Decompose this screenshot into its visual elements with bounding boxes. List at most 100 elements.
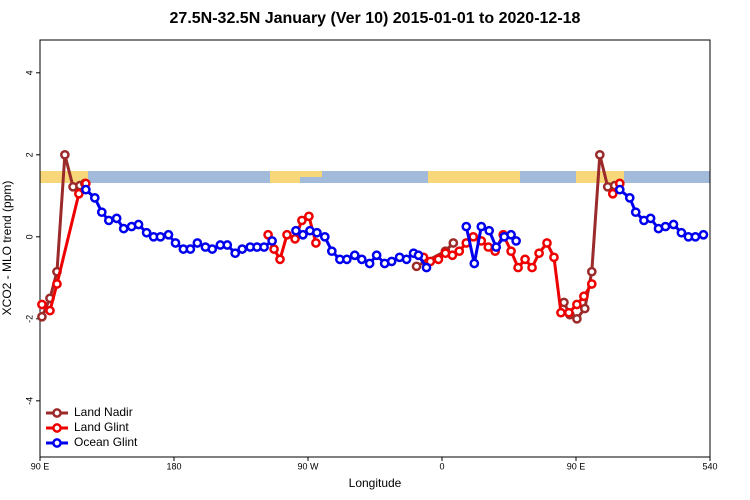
point xyxy=(513,262,523,273)
plot-frame xyxy=(39,39,711,458)
land-strip xyxy=(428,171,520,183)
point xyxy=(401,254,412,265)
point xyxy=(607,188,618,199)
point xyxy=(312,227,322,238)
point xyxy=(141,227,152,238)
point xyxy=(259,242,269,252)
point xyxy=(356,254,367,265)
point xyxy=(448,238,459,248)
legend-label: Land Nadir xyxy=(74,405,133,419)
y-tick-label: 4 xyxy=(24,70,34,75)
point xyxy=(624,193,635,203)
point xyxy=(645,213,656,224)
point xyxy=(690,231,701,242)
point xyxy=(237,244,248,254)
y-tick-label: 2 xyxy=(24,152,34,157)
point xyxy=(386,256,397,267)
point xyxy=(155,231,166,242)
x-tick-label: 90 E xyxy=(567,461,586,471)
point xyxy=(469,258,480,269)
point xyxy=(454,246,465,257)
point xyxy=(45,305,55,316)
point xyxy=(421,262,432,273)
point xyxy=(556,307,566,318)
legend-marker xyxy=(52,408,62,418)
y-tick-label: -4 xyxy=(24,397,34,405)
x-axis-title: Longitude xyxy=(349,476,402,490)
point xyxy=(534,248,544,259)
point xyxy=(461,221,472,232)
point xyxy=(291,225,301,236)
y-tick-label: -2 xyxy=(24,315,34,323)
y-tick-label: 0 xyxy=(24,234,34,239)
point xyxy=(81,184,91,195)
point xyxy=(491,242,502,252)
point xyxy=(572,313,582,324)
point xyxy=(506,246,516,257)
legend-marker xyxy=(52,438,62,448)
land-strip xyxy=(576,171,624,183)
point xyxy=(349,250,360,261)
point xyxy=(96,207,107,218)
point xyxy=(192,238,203,248)
x-tick-label: 540 xyxy=(702,461,717,471)
x-tick-label: 90 W xyxy=(297,461,319,471)
point xyxy=(371,250,382,261)
point xyxy=(698,229,709,240)
point xyxy=(579,291,589,302)
point xyxy=(586,279,597,289)
point xyxy=(304,211,314,222)
point xyxy=(103,215,114,226)
point xyxy=(364,258,375,269)
point xyxy=(447,250,458,261)
legend-label: Land Glint xyxy=(74,420,129,434)
point xyxy=(579,303,590,314)
point xyxy=(298,229,308,240)
ocean-strip xyxy=(40,171,710,183)
point xyxy=(133,219,144,230)
x-tick-label: 90 E xyxy=(31,461,50,471)
point xyxy=(342,254,352,265)
point xyxy=(37,311,47,322)
legend-label: Ocean Glint xyxy=(74,435,138,449)
point xyxy=(549,252,559,263)
point xyxy=(433,254,444,265)
land-strip xyxy=(300,171,322,177)
point xyxy=(111,213,122,224)
point xyxy=(297,215,307,226)
legend-marker xyxy=(52,423,62,433)
point xyxy=(326,246,337,257)
point xyxy=(660,221,671,232)
point xyxy=(468,231,479,242)
point xyxy=(527,262,537,273)
point xyxy=(511,236,521,246)
chart-title: 27.5N-32.5N January (Ver 10) 2015-01-01 … xyxy=(170,10,581,27)
point xyxy=(60,149,70,160)
point xyxy=(413,250,424,261)
point xyxy=(89,193,100,203)
point xyxy=(614,184,625,195)
point xyxy=(37,299,47,310)
point xyxy=(520,254,530,265)
point xyxy=(222,240,233,250)
point xyxy=(319,231,330,242)
point xyxy=(269,244,279,254)
point xyxy=(572,299,582,310)
point xyxy=(163,229,174,240)
point xyxy=(630,207,641,218)
point xyxy=(282,229,292,240)
point xyxy=(207,244,218,254)
point xyxy=(118,223,129,234)
x-tick-label: 0 xyxy=(439,461,444,471)
point xyxy=(311,238,321,248)
point xyxy=(170,238,181,248)
point xyxy=(564,307,574,318)
point xyxy=(230,248,241,259)
point xyxy=(676,227,687,238)
point xyxy=(290,234,300,244)
point xyxy=(411,261,422,272)
point xyxy=(52,279,62,289)
point xyxy=(586,266,597,277)
